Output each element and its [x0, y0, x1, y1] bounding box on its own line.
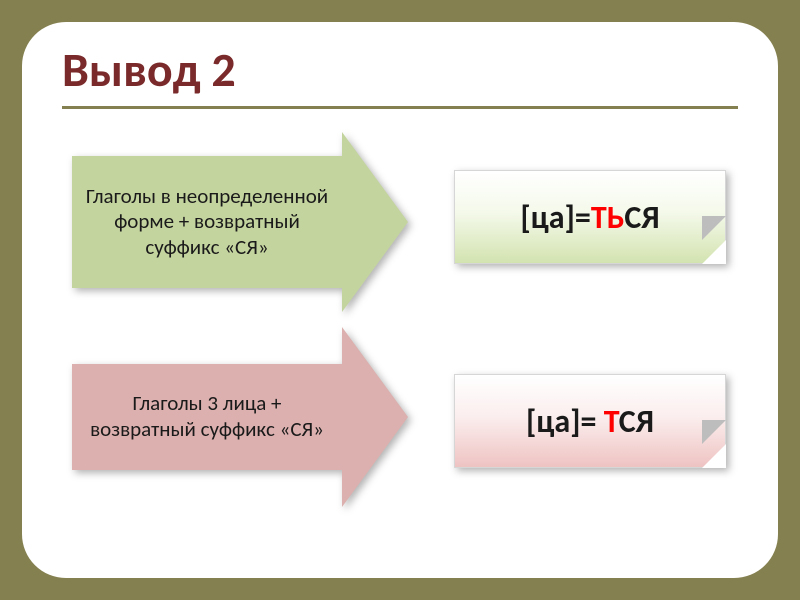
- page-curl-icon: [702, 444, 726, 468]
- page-curl-icon: [702, 240, 726, 264]
- arrow-3rd-person: Глаголы 3 лица + возвратный суффикс «СЯ»: [72, 364, 342, 470]
- content-panel: Вывод 2 Глаголы в неопределенной форме +…: [22, 22, 778, 578]
- note-tsya-soft: [ца]=ТЬСЯ: [454, 170, 726, 264]
- arrow-infinitive: Глаголы в неопределенной форме + возврат…: [72, 156, 342, 288]
- arrow-tip-icon: [342, 327, 408, 507]
- arrow-tip-icon: [342, 132, 408, 312]
- note-tsya: [ца]= ТСЯ: [454, 374, 726, 468]
- arrow-infinitive-text: Глаголы в неопределенной форме + возврат…: [82, 184, 332, 261]
- formula-tsya-soft: [ца]=ТЬСЯ: [520, 198, 659, 237]
- page-title: Вывод 2: [62, 40, 236, 99]
- formula-tsya: [ца]= ТСЯ: [526, 402, 654, 441]
- arrow-3rd-person-text: Глаголы 3 лица + возвратный суффикс «СЯ»: [82, 391, 332, 442]
- title-divider: [62, 106, 738, 109]
